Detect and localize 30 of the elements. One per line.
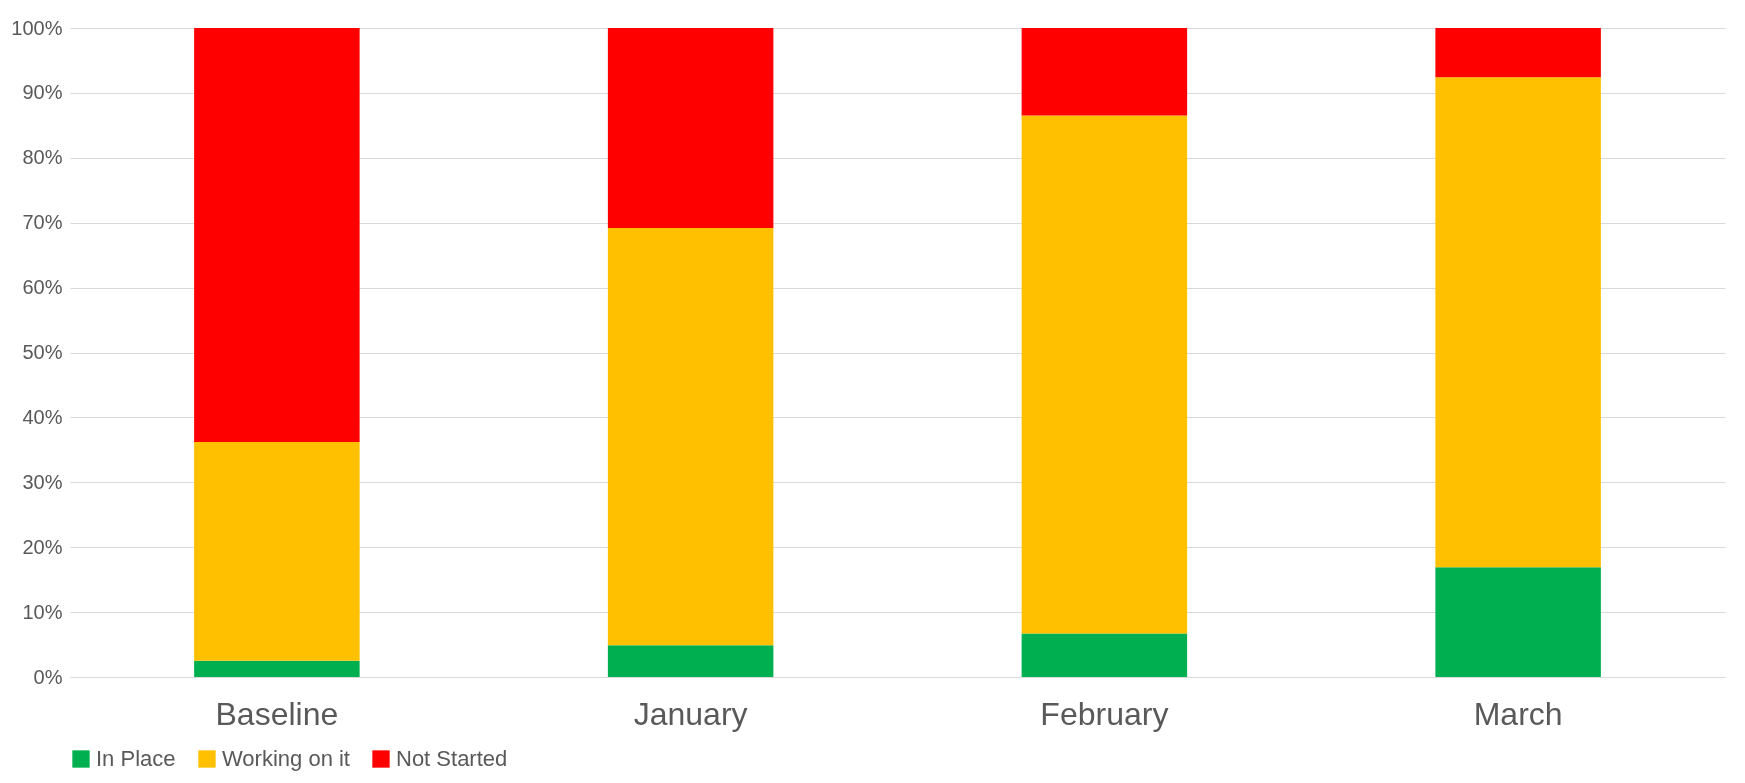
bar bbox=[1435, 28, 1601, 78]
y-tick-label: 30% bbox=[22, 470, 63, 493]
bar bbox=[1435, 77, 1601, 568]
y-tick-label: 0% bbox=[33, 665, 63, 688]
legend-label: Not Started bbox=[396, 746, 508, 771]
y-tick-label: 90% bbox=[22, 81, 63, 104]
x-tick-label: January bbox=[633, 695, 748, 732]
legend-label: In Place bbox=[96, 746, 176, 771]
y-tick-label: 10% bbox=[22, 600, 63, 623]
bar bbox=[1021, 633, 1188, 677]
y-tick-label: 80% bbox=[22, 146, 63, 169]
y-tick-label: 60% bbox=[22, 276, 63, 299]
bar bbox=[607, 645, 774, 677]
bar bbox=[194, 660, 360, 677]
x-tick-label: Baseline bbox=[215, 695, 339, 732]
y-tick-label: 70% bbox=[22, 211, 63, 234]
bar bbox=[194, 442, 360, 661]
bar bbox=[1435, 567, 1601, 677]
y-tick-label: 20% bbox=[22, 535, 63, 558]
bar bbox=[607, 227, 774, 646]
x-tick-label: February bbox=[1040, 695, 1169, 732]
y-tick-label: 40% bbox=[22, 405, 63, 428]
bar bbox=[194, 28, 360, 443]
legend-label: Working on it bbox=[222, 746, 350, 771]
bar bbox=[607, 28, 774, 228]
x-tick-label: March bbox=[1473, 695, 1563, 732]
bar bbox=[1021, 28, 1188, 116]
y-tick-label: 50% bbox=[22, 341, 63, 363]
y-tick-label: 100% bbox=[11, 16, 63, 39]
bar bbox=[1021, 115, 1188, 634]
